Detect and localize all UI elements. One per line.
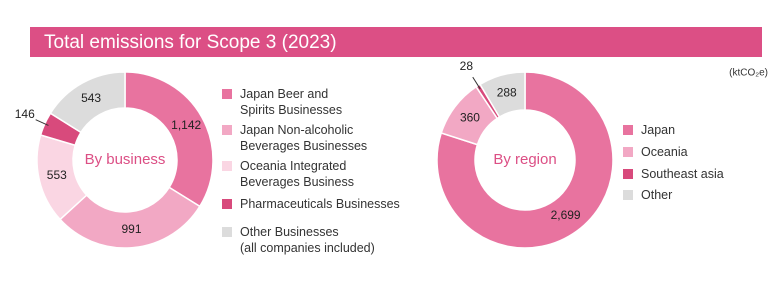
- legend-label: Japan: [641, 123, 676, 137]
- legend-label: Japan Non-alcoholic Beverages Businesses: [240, 123, 368, 153]
- donut-center-label: By region: [493, 151, 556, 168]
- legend-swatch: [222, 227, 232, 237]
- legend-label: Japan Beer and Spirits Businesses: [240, 87, 343, 117]
- legend-swatch: [623, 169, 633, 179]
- legend-label: Oceania Integrated Beverages Business: [240, 159, 354, 189]
- data-label: 146: [15, 107, 35, 121]
- pie-slice: [479, 71, 526, 119]
- data-label: 1,142: [171, 118, 201, 132]
- leader-line: [35, 119, 49, 126]
- legend-swatch: [222, 89, 232, 99]
- legend-label: Oceania: [641, 145, 688, 159]
- legend-swatch: [222, 125, 232, 135]
- pie-slice: [124, 71, 214, 208]
- legend-label: Other: [641, 188, 673, 202]
- legend-label: Pharmaceuticals Businesses: [240, 197, 400, 211]
- page-title: Total emissions for Scope 3 (2023): [44, 32, 337, 53]
- donut-center-label: By business: [85, 151, 166, 168]
- legend-swatch: [222, 199, 232, 209]
- data-label: 991: [121, 222, 141, 236]
- legend-swatch: [623, 147, 633, 157]
- data-label: 553: [47, 168, 67, 182]
- data-label: 360: [460, 111, 480, 125]
- legend-swatch: [623, 190, 633, 200]
- title-bar: [30, 27, 762, 57]
- pie-slice: [49, 71, 126, 134]
- legend-swatch: [222, 161, 232, 171]
- data-label: 543: [81, 91, 101, 105]
- legend-swatch: [623, 125, 633, 135]
- data-label: 288: [497, 86, 517, 100]
- data-label: 28: [460, 59, 474, 73]
- legend-label: Other Businesses (all companies included…: [240, 225, 375, 255]
- legend-label: Southeast asia: [641, 167, 724, 181]
- pie-slice: [59, 186, 201, 249]
- unit: (ktCO₂e): [729, 68, 768, 79]
- leader-line: [472, 76, 481, 90]
- pie-slice: [436, 71, 614, 249]
- data-label: 2,699: [551, 208, 581, 222]
